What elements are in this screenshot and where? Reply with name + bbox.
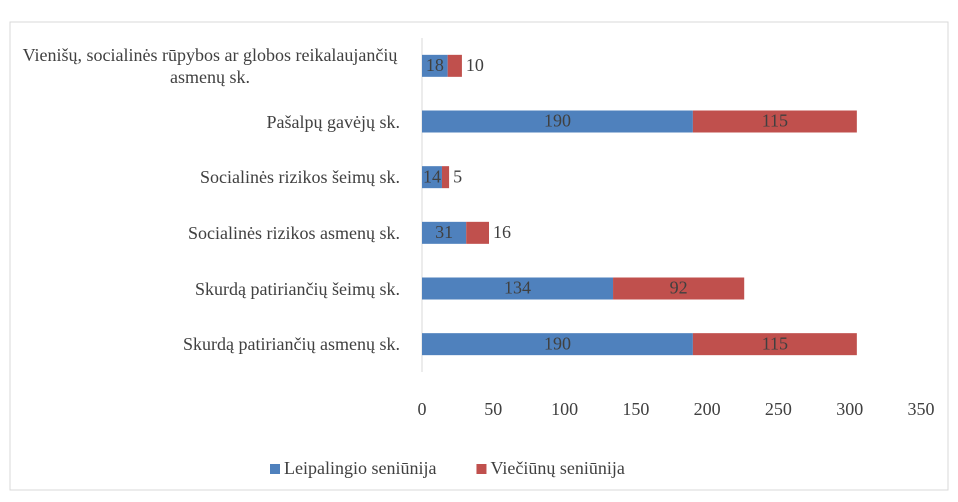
data-label: 31 [435, 222, 453, 242]
chart-border [9, 21, 949, 491]
bar-segment [422, 110, 693, 133]
category-label: Skurdą patiriančių asmenų sk. [183, 334, 400, 355]
category-label: Socialinės rizikos asmenų sk. [188, 222, 400, 243]
x-tick-label: 300 [836, 399, 863, 419]
category-label: Vienišų, socialinės rūpybos ar globos re… [22, 44, 398, 87]
x-tick-label: 50 [484, 399, 502, 419]
bar-segment [422, 166, 442, 189]
x-tick-label: 0 [418, 399, 427, 419]
data-label: 190 [544, 111, 571, 131]
category-label: Socialinės rizikos šeimų sk. [200, 167, 400, 188]
data-label: 115 [762, 333, 788, 353]
bar-segment [441, 166, 450, 189]
x-tick-label: 250 [765, 399, 792, 419]
bar-segment [447, 54, 462, 77]
category-label: Skurdą patiriančių šeimų sk. [195, 278, 400, 299]
data-label: 10 [466, 55, 484, 75]
data-label: 134 [504, 278, 531, 298]
bar-segment [422, 333, 693, 356]
legend-swatch [476, 464, 487, 474]
bar-segment [692, 333, 857, 356]
legend-swatch [270, 464, 280, 474]
category-label: Pašalpų gavėjų sk. [266, 111, 400, 132]
bar-segment [613, 277, 745, 300]
bar-segment [466, 221, 490, 244]
data-label: 14 [423, 166, 441, 186]
x-tick-label: 100 [551, 399, 578, 419]
data-label: 16 [493, 222, 511, 242]
data-label: 190 [544, 333, 571, 353]
bar-segment [422, 277, 614, 300]
legend-label: Viečiūnų seniūnija [490, 458, 624, 478]
bar-segment [422, 221, 467, 244]
x-tick-label: 150 [622, 399, 649, 419]
bar-segment [692, 110, 857, 133]
bar-segment [422, 54, 448, 77]
data-label: 5 [453, 166, 462, 186]
legend-label: Leipalingio seniūnija [284, 458, 436, 478]
data-label: 92 [670, 278, 688, 298]
x-tick-label: 350 [908, 399, 935, 419]
data-label: 115 [762, 111, 788, 131]
data-label: 18 [426, 55, 444, 75]
x-tick-label: 200 [694, 399, 721, 419]
